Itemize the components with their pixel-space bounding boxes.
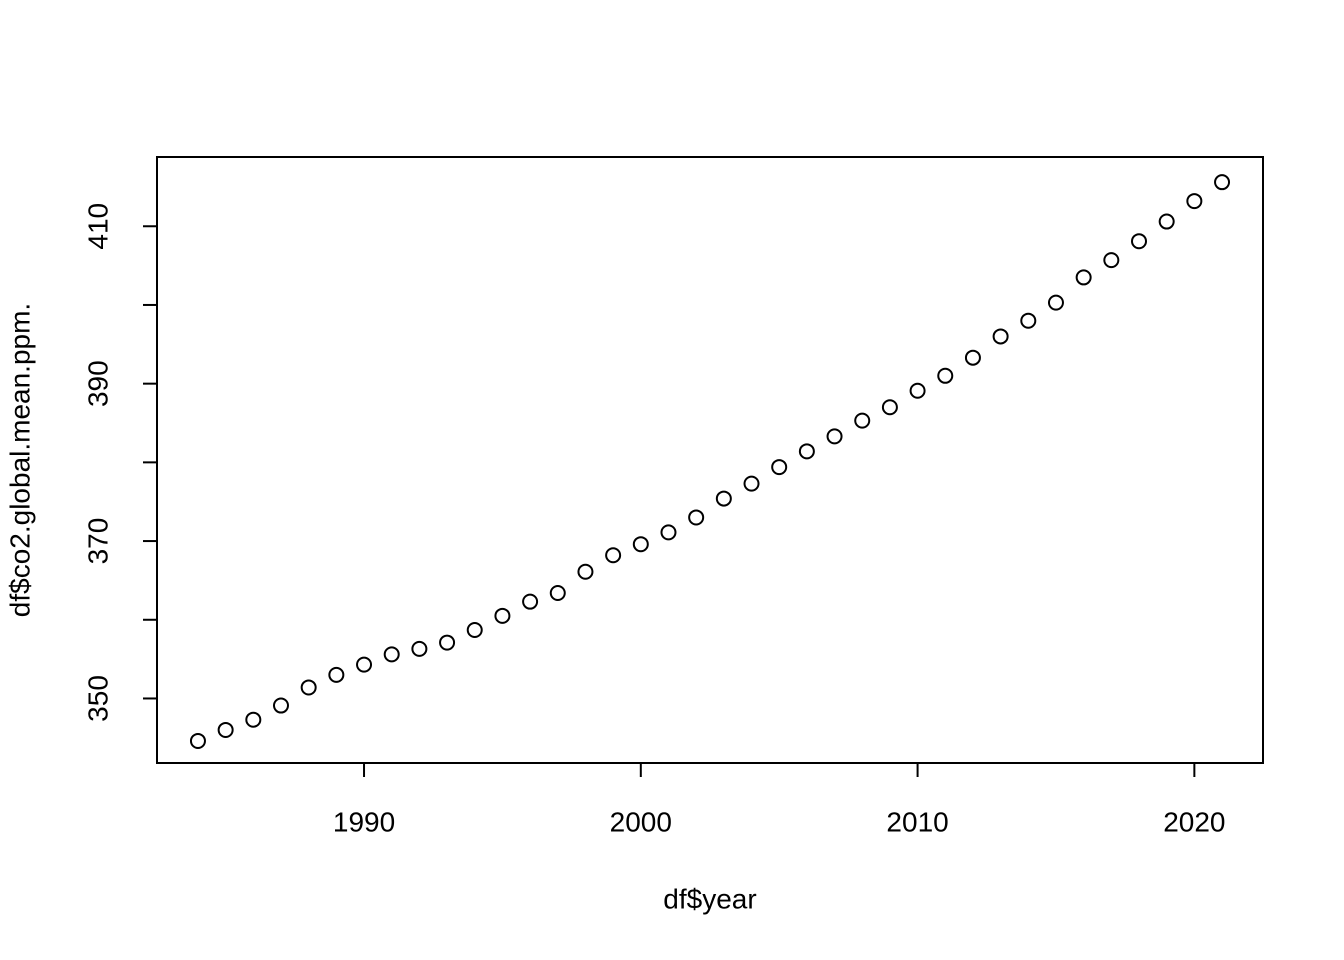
point — [549, 585, 566, 602]
point — [854, 412, 871, 429]
point — [688, 509, 705, 526]
y-tick-label: 350 — [82, 675, 113, 722]
y-axis-title: df$co2.global.mean.ppm. — [4, 303, 35, 617]
y-tick-label: 370 — [82, 518, 113, 565]
y-tick-label: 390 — [82, 360, 113, 407]
point — [1131, 233, 1148, 250]
point — [494, 607, 511, 624]
point — [826, 428, 843, 445]
point — [466, 621, 483, 638]
point — [1020, 312, 1037, 329]
point — [1047, 294, 1064, 311]
point — [1075, 269, 1092, 286]
point — [411, 640, 428, 657]
point — [992, 328, 1009, 345]
point — [881, 399, 898, 416]
point — [1103, 252, 1120, 269]
point — [937, 367, 954, 384]
point — [771, 459, 788, 476]
point — [272, 697, 289, 714]
y-tick-label: 410 — [82, 203, 113, 250]
x-tick-label: 2000 — [610, 806, 672, 837]
point — [909, 382, 926, 399]
point — [300, 679, 317, 696]
point — [328, 666, 345, 683]
point — [798, 443, 815, 460]
point — [383, 646, 400, 663]
point — [356, 656, 373, 673]
x-axis-title: df$year — [663, 883, 756, 914]
plot-box — [156, 156, 1264, 764]
point — [245, 711, 262, 728]
point — [439, 634, 456, 651]
x-tick-label: 2010 — [886, 806, 948, 837]
point — [715, 490, 732, 507]
point — [522, 593, 539, 610]
point — [660, 524, 677, 541]
point — [743, 475, 760, 492]
point — [1214, 174, 1231, 191]
point — [605, 547, 622, 564]
point — [577, 563, 594, 580]
point — [1186, 193, 1203, 210]
x-tick-label: 1990 — [333, 806, 395, 837]
point — [964, 349, 981, 366]
point — [632, 536, 649, 553]
point — [1158, 213, 1175, 230]
point — [217, 721, 234, 738]
x-tick-label: 2020 — [1163, 806, 1225, 837]
point — [189, 732, 206, 749]
